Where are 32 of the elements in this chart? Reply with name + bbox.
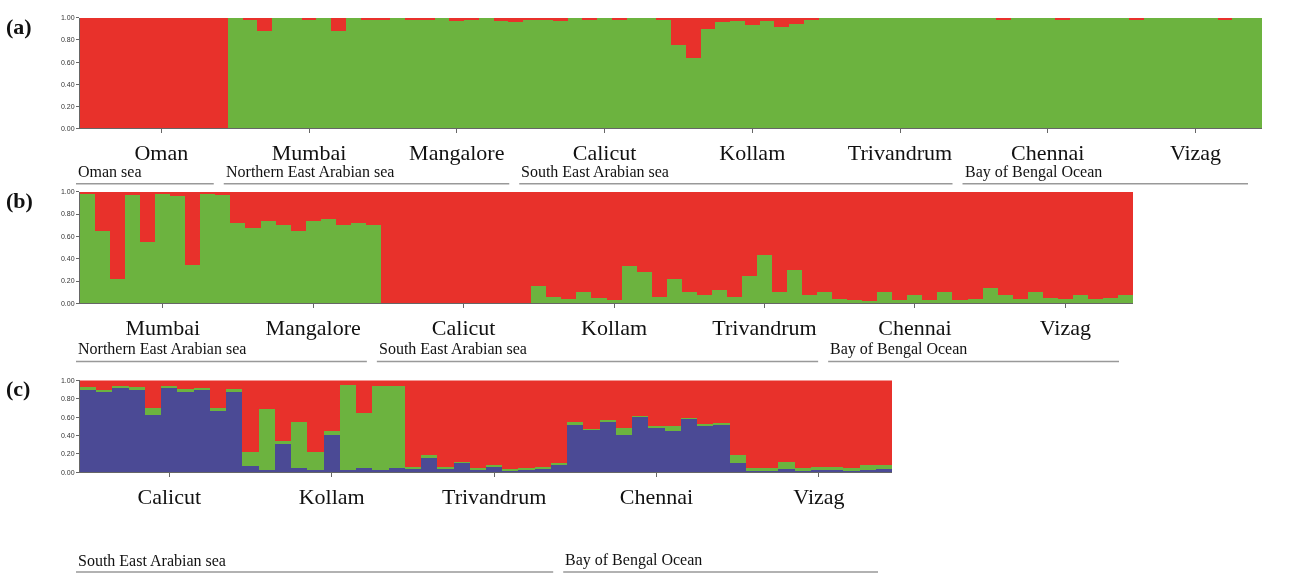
text: Oman sea xyxy=(78,163,142,180)
x-tick-label: Trivandrum xyxy=(847,139,953,165)
text: Bay of Bengal Ocean xyxy=(965,163,1103,181)
x-tick-label: Kollam xyxy=(298,483,365,509)
x-tick-label: Calicut xyxy=(431,314,496,340)
x-tick-label: Calicut xyxy=(137,483,202,509)
x-tick-label: Chennai xyxy=(619,483,694,509)
x-tick-label: Oman xyxy=(134,139,189,165)
x-tick-label: Trivandrum xyxy=(712,314,817,340)
x-tick-label: Mumbai xyxy=(125,314,201,340)
x-tick-label: Vizag xyxy=(793,483,845,509)
x-tick-label: Calicut xyxy=(572,139,637,165)
x-tick-label: Mangalore xyxy=(409,139,505,165)
text: Bay of Bengal Ocean xyxy=(565,551,703,569)
text: Northern East Arabian sea xyxy=(78,340,247,357)
text: Northern East Arabian sea xyxy=(226,163,395,180)
text: South East Arabian sea xyxy=(379,340,527,357)
chart-title: (a) xyxy=(6,14,32,39)
text: South East Arabian sea xyxy=(78,552,226,569)
chart-title: (c) xyxy=(6,376,31,401)
x-tick-label: Vizag xyxy=(1169,139,1222,165)
x-tick-label: Chennai xyxy=(878,314,952,340)
x-tick-label: Kollam xyxy=(719,139,786,165)
chart-title: (b) xyxy=(6,188,33,213)
text: South East Arabian sea xyxy=(521,163,669,180)
x-tick-label: Mumbai xyxy=(271,139,347,165)
x-tick-label: Vizag xyxy=(1039,314,1091,340)
x-tick-label: Mangalore xyxy=(265,314,361,340)
x-tick-label: Chennai xyxy=(1011,139,1085,165)
x-tick-label: Trivandrum xyxy=(441,483,547,509)
text: Bay of Bengal Ocean xyxy=(830,340,968,358)
x-tick-label: Kollam xyxy=(581,314,648,340)
